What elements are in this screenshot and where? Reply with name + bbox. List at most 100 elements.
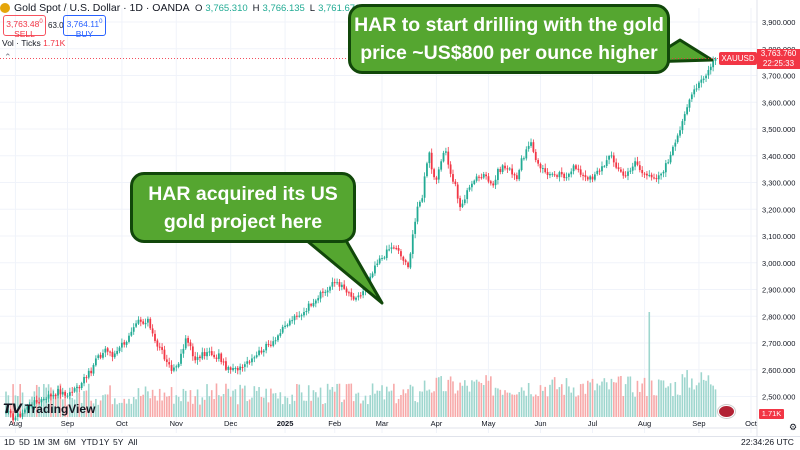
timeframe-1d[interactable]: 1D (4, 437, 15, 447)
volume-bar (374, 393, 376, 417)
candle-body (714, 58, 717, 61)
timeframe-ytd[interactable]: YTD (81, 437, 98, 447)
sell-label: SELL (14, 28, 35, 39)
candle-body (608, 156, 610, 160)
candle-body (135, 323, 137, 327)
volume-bar (298, 384, 301, 417)
candle-body (418, 201, 421, 207)
timeframe-5y[interactable]: 5Y (113, 437, 124, 447)
volume-bar (305, 400, 308, 417)
volume-bar (113, 398, 116, 417)
candle-body (38, 402, 41, 404)
x-tick-label: Oct (745, 419, 758, 428)
volume-bar (151, 389, 154, 417)
volume-bar (447, 379, 450, 417)
volume-bar (482, 385, 485, 417)
candle-body (64, 391, 67, 396)
timeframe-all[interactable]: All (128, 437, 138, 447)
volume-bar (686, 370, 688, 417)
candle-body (539, 163, 542, 169)
candle-body (168, 362, 171, 365)
candle-body (433, 169, 435, 178)
candle-body (444, 151, 447, 153)
timeframe-5d[interactable]: 5D (19, 437, 30, 447)
volume-bar (118, 402, 121, 417)
volume-bar (61, 399, 64, 417)
candle-body (518, 170, 521, 180)
sell-price: 3,763.48 (6, 18, 40, 29)
volume-legend[interactable]: Vol · Ticks 1.71K (2, 38, 65, 48)
timeframe-1m[interactable]: 1M (33, 437, 45, 447)
volume-bar (333, 391, 336, 417)
volume-bar (508, 392, 511, 417)
candle-body (272, 341, 275, 346)
volume-bar (343, 399, 345, 417)
volume-bar (17, 396, 19, 417)
volume-bar (478, 381, 480, 417)
candle-body (499, 169, 502, 173)
volume-bar (395, 403, 398, 417)
candle-body (215, 357, 218, 359)
candle-body (449, 164, 452, 174)
candle-body (73, 388, 76, 392)
volume-bar (641, 383, 643, 417)
volume-bar (83, 391, 85, 417)
candle-body (523, 158, 525, 160)
timeframe-6m[interactable]: 6M (64, 437, 76, 447)
volume-bar (154, 395, 156, 417)
volume-bar (76, 385, 78, 417)
gear-icon[interactable]: ⚙ (789, 422, 798, 432)
last-price-label: 3,763.760 22:25:33 (757, 49, 800, 70)
timeframe-3m[interactable]: 3M (48, 437, 60, 447)
x-tick-label: Nov (170, 419, 184, 428)
volume-badge: 1.71K (759, 409, 784, 419)
candle-body (87, 370, 90, 378)
candle-body (471, 183, 473, 188)
candle-body (416, 206, 419, 222)
volume-bar (92, 403, 95, 417)
candle-body (459, 198, 461, 208)
utc-clock[interactable]: 22:34:26 UTC (741, 437, 794, 447)
candle-body (712, 60, 715, 68)
volume-bar (705, 380, 707, 417)
volume-bar (196, 389, 199, 417)
volume-bar (416, 402, 419, 417)
candle-body (196, 357, 199, 360)
volume-bar (565, 378, 568, 417)
volume-bar (170, 387, 173, 417)
symbol-title[interactable]: Gold Spot / U.S. Dollar · 1D · OANDA (0, 2, 190, 14)
volume-bar (560, 384, 563, 417)
candle-body (191, 346, 194, 357)
candle-body (312, 303, 315, 307)
volume-bar (589, 382, 591, 417)
chevron-up-icon[interactable]: ⌃ (4, 52, 12, 62)
candle-body (544, 168, 547, 173)
volume-bar (492, 395, 494, 417)
candle-body (31, 405, 33, 407)
volume-bar (660, 380, 662, 417)
us-flag-icon[interactable] (718, 405, 735, 418)
candle-body (646, 173, 648, 176)
volume-bar (234, 389, 237, 417)
candle-body (154, 333, 156, 341)
candle-body (437, 169, 440, 180)
candle-body (624, 175, 627, 177)
tradingview-logo[interactable]: 𝙏𝙑 TradingView (3, 401, 95, 417)
volume-bar (73, 399, 76, 417)
volume-bar (414, 401, 416, 417)
volume-bar (123, 398, 126, 417)
candle-body (596, 170, 599, 174)
volume-bar (362, 400, 364, 417)
volume-bar (255, 390, 258, 417)
candle-body (388, 249, 391, 251)
ohlc-label: O (195, 3, 203, 14)
candle-body (381, 258, 383, 260)
timeframe-1y[interactable]: 1Y (99, 437, 110, 447)
candle-body (570, 171, 573, 175)
candle-body (586, 177, 589, 180)
buy-button[interactable]: 3,764.110 BUY (63, 15, 106, 39)
sell-button[interactable]: 3,763.480 SELL (3, 15, 46, 39)
volume-bar (639, 391, 641, 417)
candle-body (478, 176, 480, 178)
